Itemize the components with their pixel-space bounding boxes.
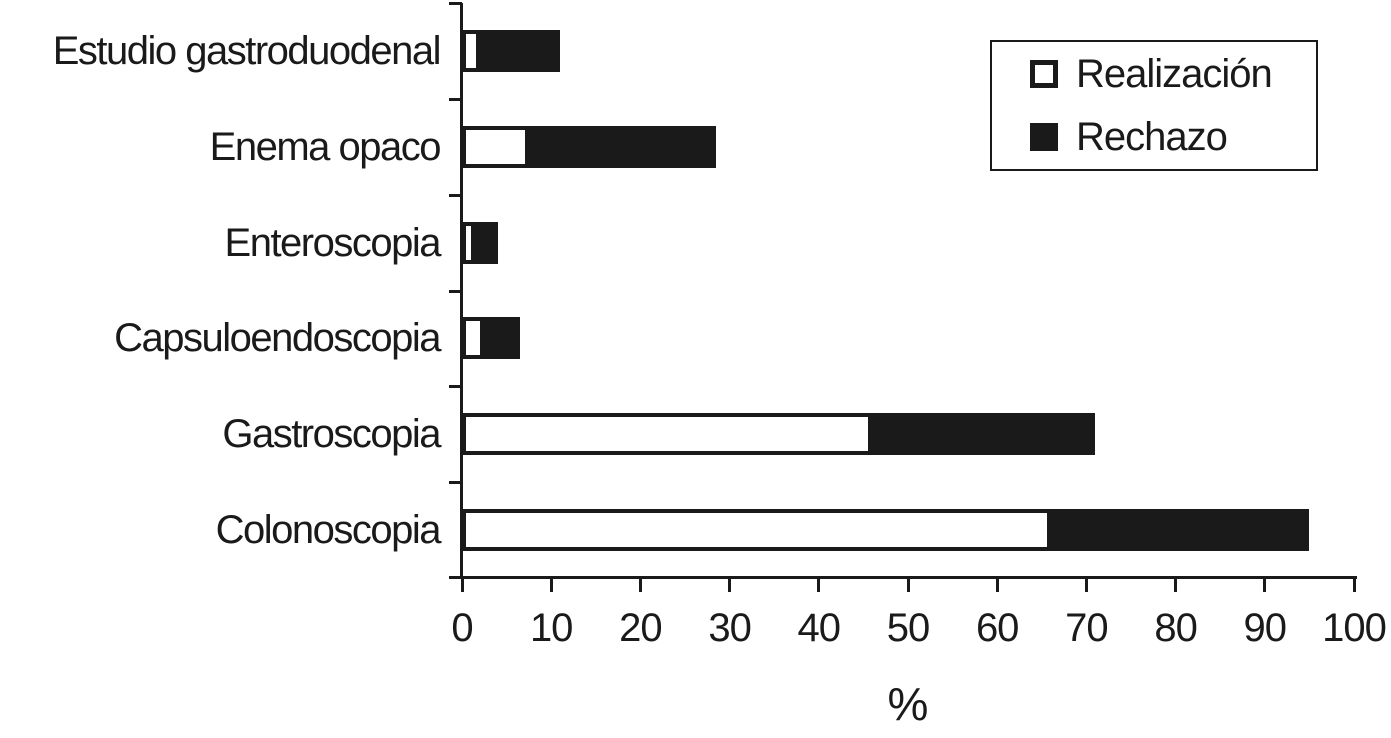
x-axis-tick [995,578,999,592]
x-axis-tick-label: 100 [1322,606,1387,650]
x-axis-tick [549,578,553,592]
x-axis-tick [1352,578,1356,592]
y-axis-tick [449,97,462,101]
legend-label-rechazo: Rechazo [1076,115,1228,160]
y-axis-tick [449,481,462,485]
x-axis-tick-label: 50 [886,606,931,650]
stacked-bar [462,413,1096,456]
x-axis-tick-label: 20 [619,606,663,650]
legend-item-realizacion: Realización [1030,52,1316,96]
x-axis-tick [728,578,732,592]
bar-segment-rechazo [471,221,498,264]
x-axis-tick-label: 0 [451,606,473,650]
stacked-bar [462,509,1310,552]
x-axis-tick-label: 80 [1154,606,1198,650]
stacked-bar [462,125,717,168]
category-label: Enema opaco [209,124,442,169]
stacked-bar [462,29,561,72]
legend-label-realizacion: Realización [1076,51,1273,96]
x-axis-title: % [887,678,929,730]
y-axis-tick [449,2,462,5]
bar-segment-rechazo [524,125,717,168]
y-axis-tick [449,289,462,293]
bar-segment-rechazo [868,413,1096,456]
bar-segment-rechazo [475,29,561,72]
x-axis-tick [906,578,910,592]
x-axis-tick-label: 10 [529,606,574,650]
x-axis-tick [1174,578,1178,592]
x-axis-tick-label: 60 [975,606,1020,650]
x-axis-tick [1263,578,1267,592]
x-axis-line [449,576,1357,579]
x-axis-tick [638,578,642,592]
legend-swatch-rechazo-icon [1030,123,1058,152]
bar-segment-rechazo [480,317,520,360]
legend-item-rechazo: Rechazo [1030,115,1316,159]
bar-segment-rechazo [1046,509,1310,552]
category-label: Estudio gastroduodenal [52,28,442,73]
legend-swatch-realizacion-icon [1030,59,1058,88]
category-label: Capsuloendoscopia [114,316,441,361]
x-axis-tick-label: 90 [1243,606,1288,650]
x-axis-tick [817,578,821,592]
x-axis-tick [460,578,464,592]
x-axis-tick-label: 70 [1065,606,1109,650]
y-axis-tick [449,193,462,197]
legend: Realización Rechazo [990,40,1318,171]
category-label: Enteroscopia [224,220,442,265]
x-axis-tick-label: 30 [708,606,752,650]
stacked-bar [462,221,498,264]
category-label: Gastroscopia [222,412,441,457]
x-axis-tick [1084,578,1088,592]
category-label: Colonoscopia [215,508,442,553]
x-axis-tick-label: 40 [797,606,842,650]
stacked-bar [462,317,520,360]
y-axis-tick [449,385,462,389]
